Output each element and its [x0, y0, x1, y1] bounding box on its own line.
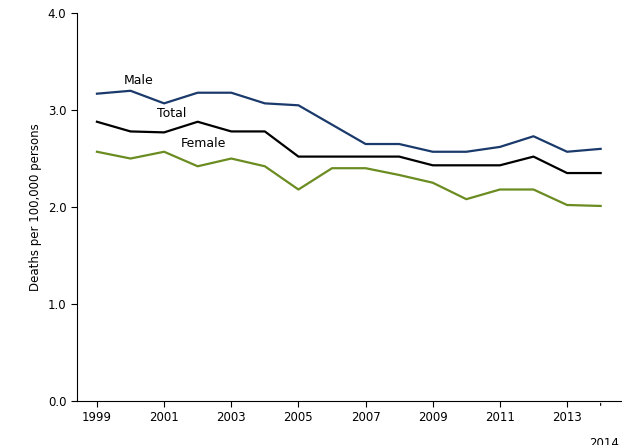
Text: Total: Total [157, 107, 187, 120]
Text: Female: Female [181, 137, 227, 150]
Y-axis label: Deaths per 100,000 persons: Deaths per 100,000 persons [29, 123, 42, 291]
Text: 2014: 2014 [589, 437, 619, 445]
Text: Male: Male [124, 74, 154, 87]
